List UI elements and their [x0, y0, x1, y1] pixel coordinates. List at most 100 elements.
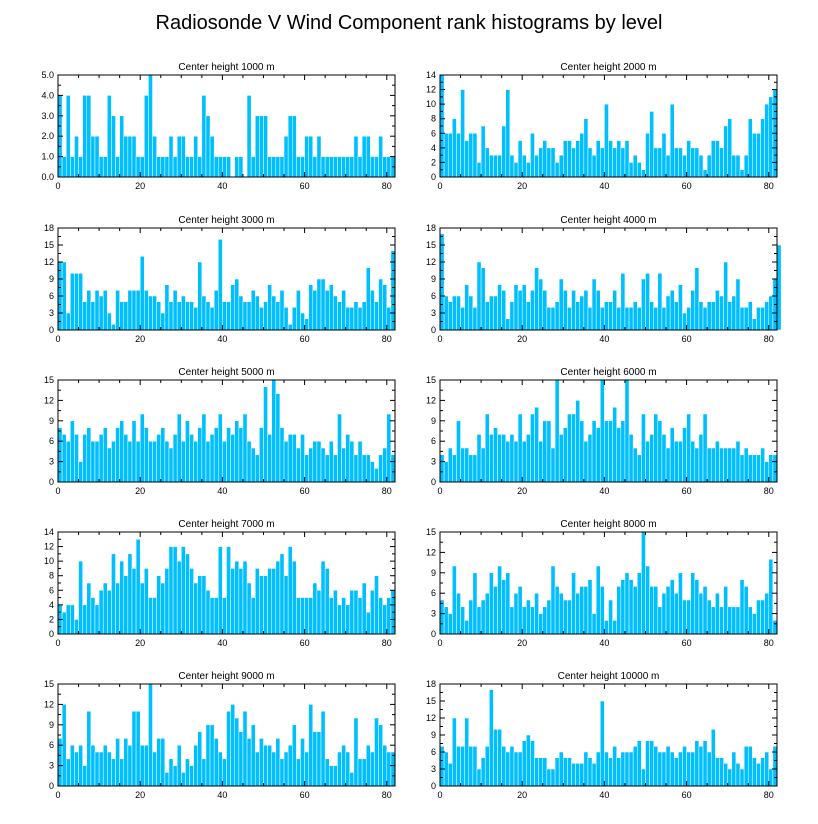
bar: [731, 447, 737, 483]
bar: [185, 420, 190, 483]
bar: [65, 758, 71, 787]
bar: [353, 590, 359, 635]
bar: [768, 768, 774, 787]
bar: [255, 568, 260, 635]
y-tick-label: 15: [426, 527, 436, 537]
bar: [86, 582, 92, 635]
bar: [160, 312, 166, 331]
bar: [193, 582, 198, 635]
bar: [538, 278, 543, 331]
bar: [324, 568, 330, 635]
bar: [760, 757, 765, 787]
bar: [637, 740, 642, 787]
bar: [764, 751, 770, 787]
bar: [156, 156, 161, 178]
bar: [571, 572, 576, 635]
bar: [756, 599, 761, 635]
x-tick-label: 0: [437, 790, 442, 800]
bar: [135, 539, 141, 635]
x-tick-label: 40: [217, 334, 227, 344]
bar: [300, 738, 305, 787]
x-tick-label: 40: [217, 181, 227, 191]
bar: [374, 717, 379, 787]
x-tick-label: 0: [55, 638, 60, 648]
x-tick-label: 80: [382, 638, 392, 648]
bar: [172, 156, 178, 178]
bar: [279, 553, 285, 635]
bar: [181, 135, 186, 178]
bar: [378, 724, 383, 787]
bar: [390, 454, 396, 483]
x-tick-label: 20: [517, 486, 527, 496]
bar: [649, 434, 654, 483]
x-tick-label: 20: [135, 486, 145, 496]
bar: [144, 427, 149, 483]
bar: [263, 744, 268, 787]
bar: [94, 440, 100, 483]
y-tick-label: 0: [431, 172, 436, 182]
bar: [209, 135, 215, 178]
bar: [296, 156, 301, 178]
x-tick-label: 40: [217, 486, 227, 496]
bar: [649, 586, 654, 635]
bar: [743, 586, 749, 635]
bar: [107, 95, 112, 178]
bar: [567, 757, 572, 787]
bar: [156, 434, 161, 483]
bar: [135, 710, 141, 787]
bar: [567, 140, 572, 178]
bar: [575, 140, 580, 178]
bar: [148, 295, 153, 331]
bar: [115, 156, 120, 178]
panel-4: Center height 4000 m 0 3 6 9 12 15 18 0 20 40 60 80: [426, 215, 782, 344]
bar: [517, 290, 523, 331]
bar: [620, 420, 626, 483]
bar: [678, 284, 683, 331]
x-tick-label: 60: [300, 638, 310, 648]
bar: [571, 147, 576, 178]
bar: [583, 586, 589, 635]
bar: [632, 154, 638, 178]
bar: [160, 582, 166, 635]
bar: [554, 379, 560, 483]
y-tick-label: 2: [431, 157, 436, 167]
bar: [571, 413, 576, 483]
bar: [127, 553, 133, 635]
bar: [600, 586, 605, 635]
x-tick-label: 80: [382, 181, 392, 191]
bar: [678, 572, 683, 635]
bar: [107, 312, 112, 331]
bar: [287, 744, 293, 787]
bar: [546, 768, 552, 787]
bar: [760, 307, 765, 331]
bar: [723, 261, 728, 331]
bar: [600, 700, 605, 787]
bar: [653, 413, 659, 483]
bar: [579, 763, 585, 787]
bar: [591, 420, 597, 483]
bar: [571, 290, 576, 331]
bar: [370, 290, 375, 331]
bar: [312, 156, 318, 178]
y-tick-label: 6: [431, 128, 436, 138]
bar: [509, 746, 515, 787]
bar: [509, 154, 515, 178]
y-tick-label: 3: [431, 308, 436, 318]
bar: [328, 765, 334, 787]
bar: [575, 763, 580, 787]
bar: [324, 454, 330, 483]
bar: [267, 156, 272, 178]
bar: [378, 454, 383, 483]
bar: [591, 154, 597, 178]
bar: [316, 731, 322, 787]
y-tick-label: 0: [431, 325, 436, 335]
bar: [222, 301, 227, 331]
x-tick-label: 80: [382, 790, 392, 800]
bar: [472, 307, 478, 331]
bars: [57, 539, 396, 635]
bar: [452, 295, 457, 331]
bar: [637, 454, 642, 483]
bar: [624, 140, 630, 178]
bar: [271, 751, 277, 787]
bar: [669, 290, 675, 331]
